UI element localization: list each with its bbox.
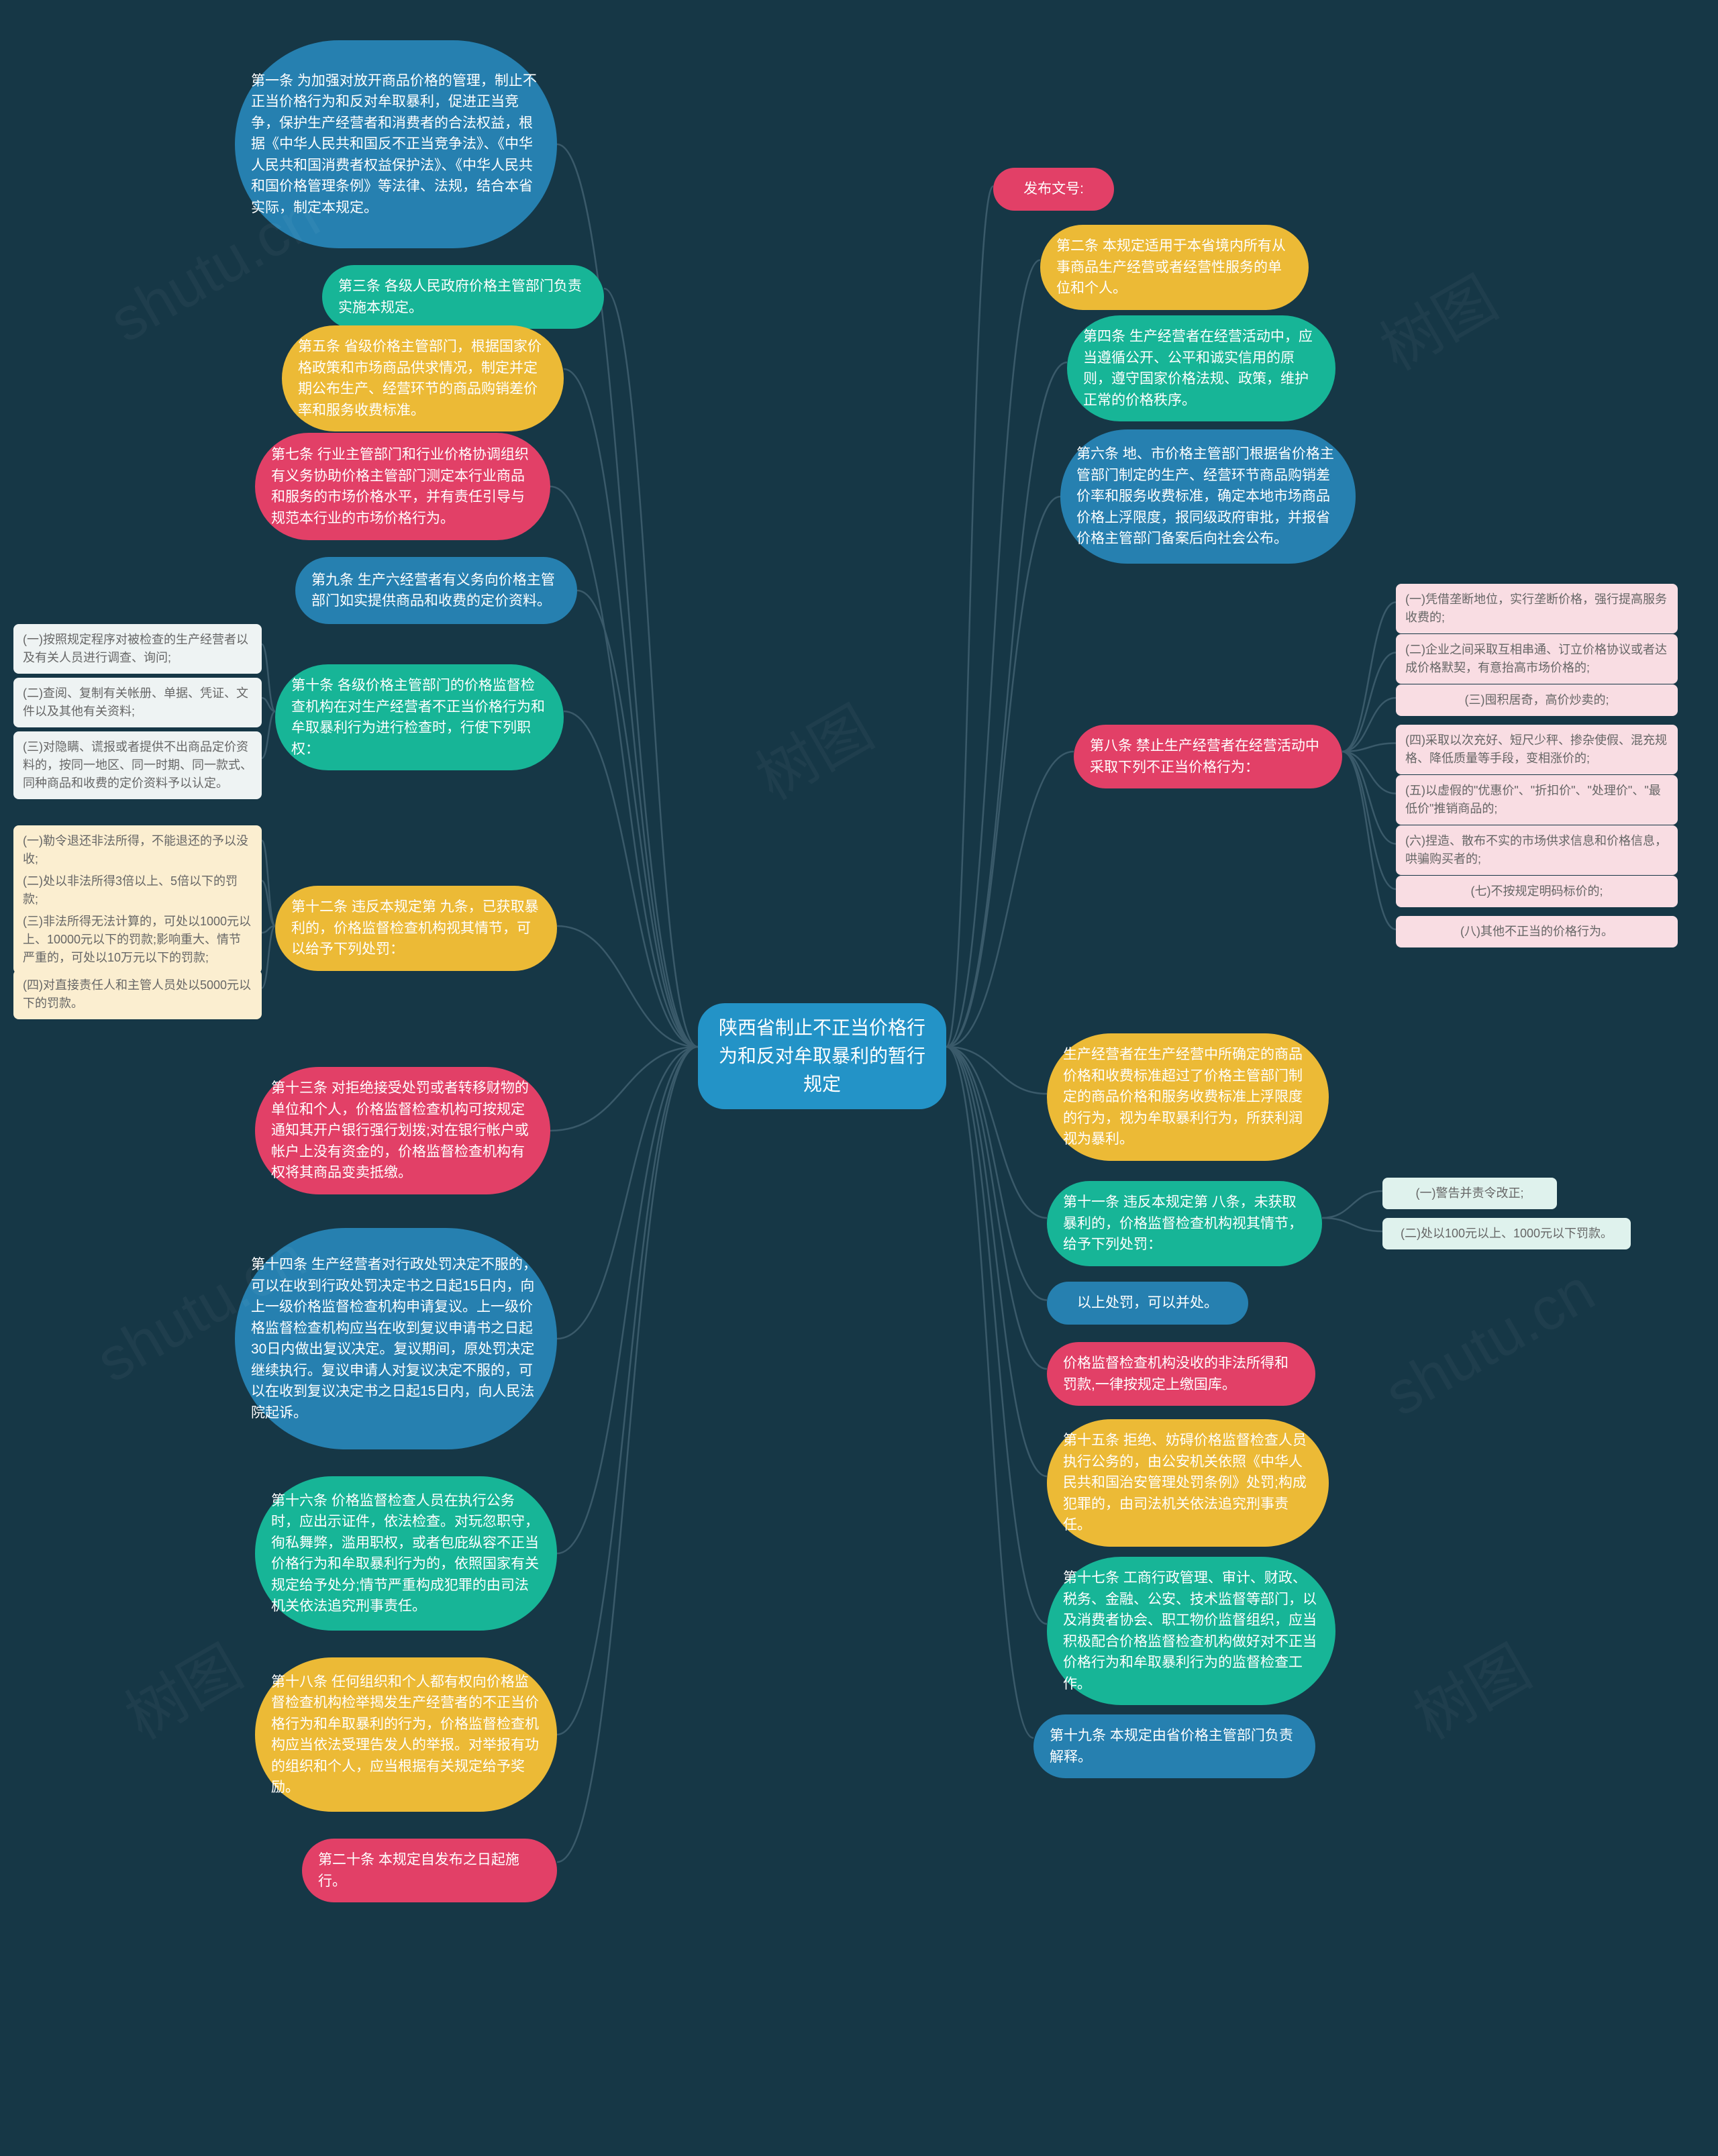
mindmap-node: 第一条 为加强对放开商品价格的管理，制止不正当价格行为和反对牟取暴利，促进正当竞… [235,40,557,248]
mindmap-node: (三)对隐瞒、谎报或者提供不出商品定价资料的，按同一地区、同一时期、同一款式、同… [13,731,262,799]
mindmap-node: 生产经营者在生产经营中所确定的商品价格和收费标准超过了价格主管部门制定的商品价格… [1047,1033,1329,1161]
mindmap-node: (八)其他不正当的价格行为。 [1396,916,1678,947]
watermark: 树图 [738,680,887,817]
mindmap-node: 第十三条 对拒绝接受处罚或者转移财物的单位和个人，价格监督检查机构可按规定通知其… [255,1067,550,1194]
mindmap-node: (一)凭借垄断地位，实行垄断价格，强行提高服务收费的; [1396,584,1678,633]
mindmap-node: 第十六条 价格监督检查人员在执行公务时，应出示证件，依法检查。对玩忽职守，徇私舞… [255,1476,557,1631]
mindmap-node: 第二十条 本规定自发布之日起施行。 [302,1839,557,1902]
mindmap-node: 第六条 地、市价格主管部门根据省价格主管部门制定的生产、经营环节商品购销差价率和… [1060,429,1356,564]
mindmap-node: 第十八条 任何组织和个人都有权向价格监督检查机构检举揭发生产经营者的不正当价格行… [255,1657,557,1812]
mindmap-node: 第十二条 违反本规定第 九条，已获取暴利的，价格监督检查机构视其情节，可以给予下… [275,886,557,971]
mindmap-node: 第十九条 本规定由省价格主管部门负责解释。 [1033,1714,1315,1778]
mindmap-node: 第三条 各级人民政府价格主管部门负责实施本规定。 [322,265,604,329]
mindmap-node: (七)不按规定明码标价的; [1396,876,1678,907]
mindmap-node: 第十七条 工商行政管理、审计、财政、税务、金融、公安、技术监督等部门，以及消费者… [1047,1557,1335,1705]
watermark: 树图 [107,1620,256,1756]
mindmap-node: (二)企业之间采取互相串通、订立价格协议或者达成价格默契，有意抬高市场价格的; [1396,634,1678,684]
mindmap-node: 第十五条 拒绝、妨碍价格监督检查人员执行公务的，由公安机关依照《中华人民共和国治… [1047,1419,1329,1547]
mindmap-node: (一)按照规定程序对被检查的生产经营者以及有关人员进行调查、询问; [13,624,262,674]
mindmap-node: (四)采取以次充好、短尺少秤、掺杂使假、混充规格、降低质量等手段，变相涨价的; [1396,725,1678,774]
mindmap-node: 第四条 生产经营者在经营活动中，应当遵循公开、公平和诚实信用的原则，遵守国家价格… [1067,315,1335,421]
watermark: 树图 [1362,251,1511,387]
watermark: 树图 [1396,1620,1544,1756]
mindmap-node: 价格监督检查机构没收的非法所得和罚款,一律按规定上缴国库。 [1047,1342,1315,1406]
mindmap-node: (一)警告并责令改正; [1382,1178,1557,1209]
mindmap-node: (五)以虚假的"优惠价"、"折扣价"、"处理价"、"最低价"推销商品的; [1396,775,1678,825]
mindmap-node: 第八条 禁止生产经营者在经营活动中采取下列不正当价格行为： [1074,725,1342,788]
mindmap-node: 第九条 生产六经营者有义务向价格主管部门如实提供商品和收费的定价资料。 [295,557,577,624]
mindmap-node: (三)非法所得无法计算的，可处以1000元以上、10000元以下的罚款;影响重大… [13,906,262,974]
mindmap-node: 第十四条 生产经营者对行政处罚决定不服的，可以在收到行政处罚决定书之日起15日内… [235,1228,557,1449]
mindmap-node: 第五条 省级价格主管部门，根据国家价格政策和市场商品供求情况，制定并定期公布生产… [282,325,564,431]
mindmap-node: (六)捏造、散布不实的市场供求信息和价格信息，哄骗购买者的; [1396,825,1678,875]
mindmap-node: 以上处罚，可以并处。 [1047,1282,1248,1325]
mindmap-node: (四)对直接责任人和主管人员处以5000元以下的罚款。 [13,970,262,1019]
mindmap-node: 第七条 行业主管部门和行业价格协调组织有义务协助价格主管部门测定本行业商品和服务… [255,433,550,540]
mindmap-node: 第十条 各级价格主管部门的价格监督检查机构在对生产经营者不正当价格行为和牟取暴利… [275,664,564,770]
mindmap-node: 发布文号: [993,168,1114,211]
mindmap-node: (三)囤积居奇，高价炒卖的; [1396,684,1678,716]
mindmap-node: (二)处以100元以上、1000元以下罚款。 [1382,1218,1631,1249]
watermark: shutu.cn [1374,1256,1606,1430]
mindmap-node: (二)查阅、复制有关帐册、单据、凭证、文件以及其他有关资料; [13,678,262,727]
mindmap-center: 陕西省制止不正当价格行为和反对牟取暴利的暂行规定 [698,1003,946,1109]
mindmap-node: 第二条 本规定适用于本省境内所有从事商品生产经营或者经营性服务的单位和个人。 [1040,225,1309,310]
mindmap-node: 第十一条 违反本规定第 八条，未获取暴利的，价格监督检查机构视其情节，给予下列处… [1047,1181,1322,1266]
